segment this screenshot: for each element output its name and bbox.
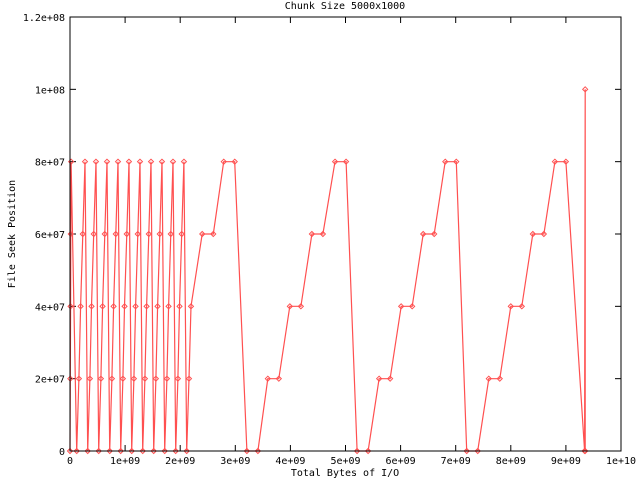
series-line [69,89,586,452]
data-point [551,158,559,165]
data-point [97,375,105,382]
data-point [75,375,83,382]
data-point [121,303,128,310]
data-point [453,158,460,165]
data-point [331,158,339,165]
data-point [156,230,163,238]
x-tick-label: 2e+09 [165,456,195,467]
data-point [375,375,383,382]
plot-area [66,86,589,455]
data-point [134,230,141,238]
data-point [77,303,84,310]
data-point [145,230,153,238]
x-tick-label: 7e+09 [441,456,471,467]
x-tick-label: 0 [67,456,73,467]
data-point [185,375,193,382]
x-tick-label: 4e+09 [275,456,305,467]
x-tick-label: 9e+09 [551,456,581,467]
data-point [114,158,122,165]
data-point [342,158,350,165]
data-point [81,158,89,165]
data-point [136,158,144,165]
data-point [581,86,589,93]
data-point [167,230,174,238]
data-point [132,303,139,310]
data-point [431,230,438,238]
data-point [176,303,183,310]
data-point [485,375,492,382]
data-point [199,230,206,238]
data-point [141,375,149,382]
chart-title: Chunk Size 5000x1000 [285,1,405,12]
data-point [529,230,537,238]
data-point [220,158,227,165]
data-point [147,158,155,165]
data-point [187,303,195,310]
data-point [308,230,316,238]
data-point [319,230,327,238]
data-point [152,375,160,382]
y-axis-label: File Seek Position [7,180,18,288]
data-point [108,375,116,382]
data-point [163,375,171,382]
y-tick-label: 0 [59,447,65,458]
data-point [92,158,100,165]
data-point [143,303,150,310]
data-point [231,158,238,165]
data-point [297,303,305,310]
data-point [154,303,161,310]
data-point [110,303,117,310]
data-point [174,375,182,382]
data-point [79,230,86,238]
y-tick-label: 1.2e+08 [23,13,65,24]
data-point [158,158,166,165]
data-point [103,158,111,165]
data-point [86,375,94,382]
data-point [101,230,108,238]
data-point [125,158,133,165]
x-tick-label: 6e+09 [386,456,416,467]
data-point [169,158,177,165]
data-point [442,158,449,165]
plot-border [69,16,622,452]
data-point [507,303,515,310]
data-point [286,303,294,310]
data-point [165,303,172,310]
data-point [112,230,119,238]
data-point [119,375,127,382]
data-point [397,303,405,310]
data-point [419,230,427,238]
data-point [408,303,416,310]
data-point [178,230,185,238]
data-point [210,230,217,238]
data-point [540,230,548,238]
data-point [562,158,570,165]
x-tick-label: 1e+10 [606,456,636,467]
x-tick-label: 3e+09 [220,456,250,467]
data-point [518,303,526,310]
data-point [130,375,138,382]
x-tick-label: 1e+09 [110,456,140,467]
x-tick-label: 5e+09 [330,456,360,467]
data-point [67,375,74,382]
y-tick-label: 6e+07 [35,230,65,241]
axis-ticks: 0 1e+09 2e+09 3e+09 4e+09 5e+09 6e+09 7e+09 8e+0… [23,13,636,467]
data-point [496,375,503,382]
data-point [90,230,97,238]
data-point [180,158,188,165]
data-point [123,230,130,238]
data-point [275,375,283,382]
x-tick-label: 8e+09 [496,456,526,467]
data-point [99,303,106,310]
data-point [264,375,272,382]
data-point [88,303,95,310]
y-tick-label: 8e+07 [35,158,65,169]
y-tick-label: 2e+07 [35,375,65,386]
y-tick-label: 4e+07 [35,302,65,313]
x-axis-label: Total Bytes of I/O [291,468,399,479]
data-point [386,375,394,382]
y-tick-label: 1e+08 [35,85,65,96]
